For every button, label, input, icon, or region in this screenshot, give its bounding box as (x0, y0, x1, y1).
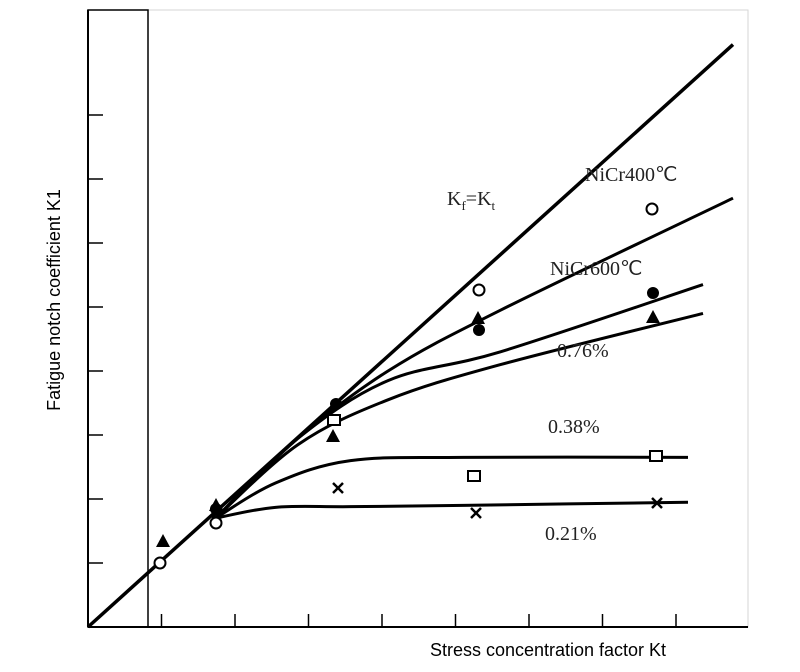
data-point (332, 482, 344, 494)
axes (87, 10, 748, 628)
data-point (209, 516, 223, 530)
reference-line-label: Kf=Kt (447, 188, 496, 213)
data-point (473, 324, 485, 336)
series-label: 0.38% (548, 416, 600, 438)
data-point (327, 414, 341, 426)
data-point (649, 450, 663, 462)
series-label: 0.76% (557, 340, 609, 362)
series-markers (153, 202, 663, 570)
series-labels: NiCr400℃ NiCr600℃ 0.76% 0.38% 0.21% Kf=Kt (447, 164, 677, 545)
data-point (472, 283, 486, 297)
data-point (467, 470, 481, 482)
data-point (471, 311, 485, 324)
series-line (214, 283, 704, 520)
reference-line-kf-kt (86, 43, 735, 629)
data-point (646, 310, 660, 323)
data-point (645, 202, 659, 216)
data-point (330, 398, 342, 410)
series-label: NiCr600℃ (550, 258, 642, 280)
data-point (470, 507, 482, 519)
series-label: 0.21% (545, 523, 597, 545)
data-point (651, 497, 663, 509)
series-line (215, 500, 689, 520)
y-axis-label: Fatigue notch coefficient K1 (44, 189, 64, 411)
series-lines (86, 43, 735, 629)
data-point (153, 556, 167, 570)
data-point (156, 534, 170, 547)
data-point (647, 287, 659, 299)
left-panel-box (87, 9, 149, 628)
series-label: NiCr400℃ (585, 164, 677, 186)
data-point (211, 507, 223, 519)
x-axis-label: Stress concentration factor Kt (430, 640, 666, 660)
series-line (214, 311, 704, 520)
series-line (214, 455, 689, 520)
data-point (326, 429, 340, 442)
